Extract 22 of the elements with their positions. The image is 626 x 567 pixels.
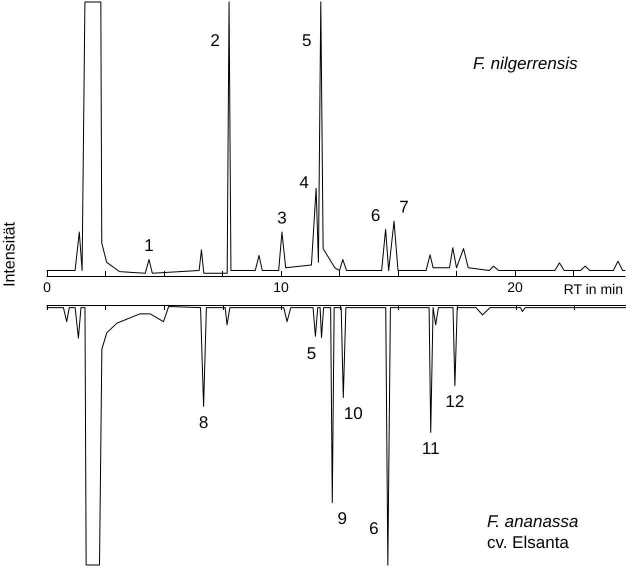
x-tick-label: 20 [507,279,524,295]
x-axis-title: RT in min [564,281,623,297]
annotation: 9 [338,509,348,528]
x-tick-label: 0 [43,279,52,295]
annotation: 6 [369,519,379,538]
text: F. nilgerrensis [473,54,578,73]
annotation: 6 [370,206,380,225]
annotation: 7 [399,198,409,217]
x-tick-label: 10 [273,279,290,295]
text: cv. Elsanta [487,533,570,552]
annotation: 10 [344,404,363,424]
text: F. ananassa [487,512,578,531]
annotation: 5 [306,344,316,363]
y-axis-title: Intensität [2,221,18,287]
annotation: 8 [198,412,208,432]
annotation: 2 [210,30,220,50]
annotation: 4 [299,172,309,192]
annotation: 12 [445,392,464,412]
annotation: 3 [277,208,287,228]
annotation: 1 [144,236,154,256]
annotation: 11 [422,438,440,458]
annotation: 5 [302,30,312,50]
